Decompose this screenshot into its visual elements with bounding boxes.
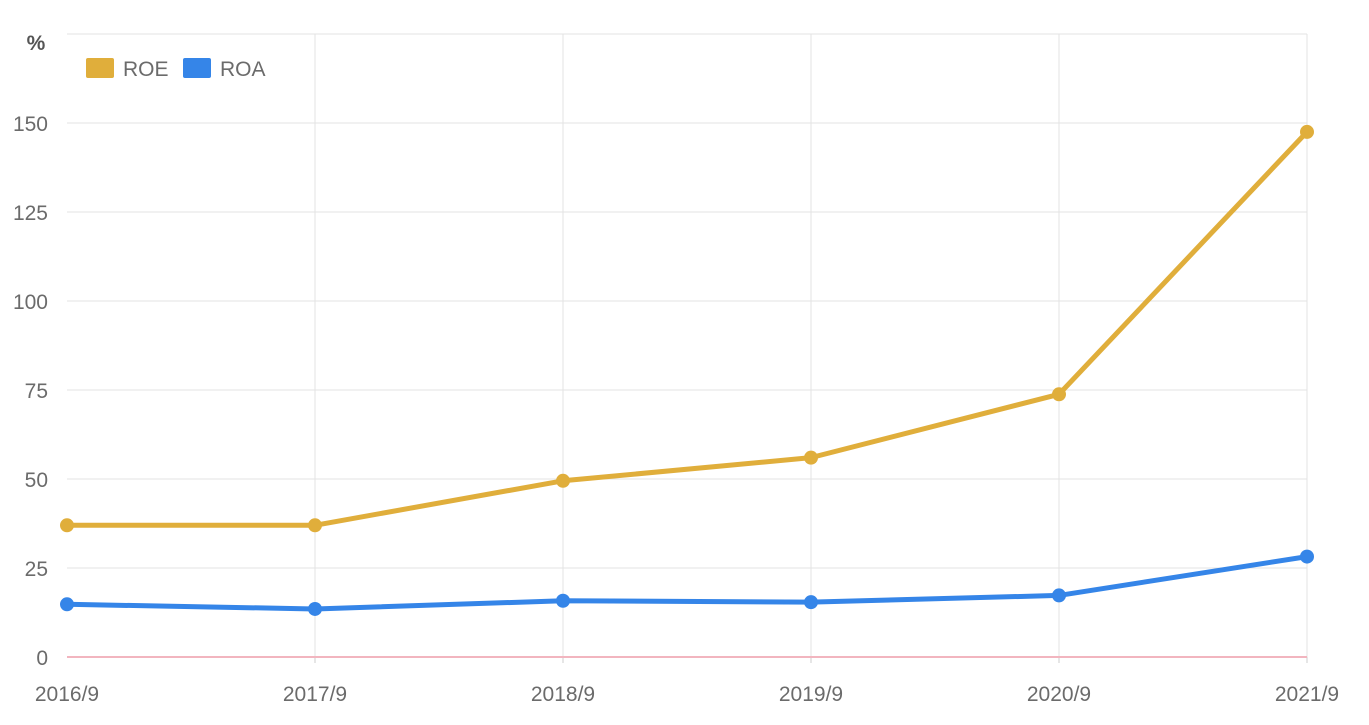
data-point-roe	[556, 473, 570, 488]
y-unit-label: %	[27, 32, 46, 55]
legend-label-roe: ROE	[123, 58, 169, 81]
axes: % 0 25 50 75 100 125 150 2016/9 2017/9 2018/9 2019…	[13, 32, 1339, 706]
data-point-roa	[308, 601, 322, 616]
data-point-roa	[556, 593, 570, 608]
x-tick-label: 2016/9	[35, 683, 99, 706]
data-point-roe	[308, 518, 322, 533]
x-tick-label: 2018/9	[531, 683, 595, 706]
legend-swatch-roe	[86, 58, 114, 78]
x-tick-label: 2017/9	[283, 683, 347, 706]
data-point-roa	[804, 595, 818, 610]
data-point-roe	[1300, 124, 1314, 139]
legend-swatch-roa	[183, 58, 211, 78]
data-point-roa	[1052, 588, 1066, 603]
legend[interactable]: ROE ROA	[86, 58, 266, 81]
series-layer	[60, 124, 1314, 616]
data-point-roe	[804, 450, 818, 465]
y-tick-label: 50	[25, 469, 48, 492]
series-line-roa	[64, 554, 1310, 612]
grid	[67, 33, 1308, 657]
y-tick-label: 0	[36, 647, 48, 670]
legend-label-roa: ROA	[220, 58, 266, 81]
y-tick-label: 100	[13, 291, 48, 314]
y-tick-label: 125	[13, 202, 48, 225]
data-point-roa	[60, 597, 74, 612]
data-point-roa	[1300, 549, 1314, 564]
x-tick-label: 2020/9	[1027, 683, 1091, 706]
series-line-roe	[64, 129, 1310, 528]
y-tick-label: 150	[13, 113, 48, 136]
x-tick-label: 2019/9	[779, 683, 843, 706]
x-tick-label: 2021/9	[1275, 683, 1339, 706]
data-point-roe	[1052, 387, 1066, 402]
y-tick-label: 25	[25, 558, 48, 581]
y-tick-label: 75	[25, 380, 48, 403]
data-point-roe	[60, 518, 74, 533]
